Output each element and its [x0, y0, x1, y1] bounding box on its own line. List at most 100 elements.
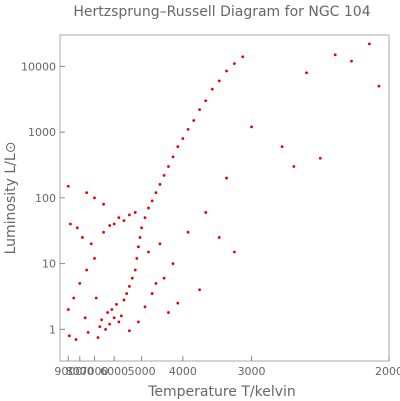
data-point — [232, 250, 236, 254]
x-tick-label: 7000 — [81, 365, 109, 378]
data-point — [143, 305, 147, 309]
y-tick-label: 100 — [35, 192, 56, 205]
data-point — [112, 316, 116, 320]
data-point — [377, 84, 381, 88]
data-point — [108, 224, 112, 227]
data-point — [162, 276, 166, 280]
data-point — [130, 276, 134, 280]
data-point — [93, 256, 96, 260]
data-point — [150, 292, 154, 295]
data-point — [89, 242, 93, 246]
data-point — [171, 262, 175, 266]
x-tick-label: 2000 — [375, 365, 400, 378]
data-point — [158, 183, 162, 186]
data-point — [112, 222, 116, 226]
data-point — [102, 230, 105, 234]
data-point — [78, 281, 82, 285]
data-point — [176, 145, 180, 149]
data-point — [102, 202, 105, 206]
data-point — [125, 292, 129, 295]
data-point — [192, 119, 196, 122]
data-point — [210, 87, 214, 91]
y-tick-label: 1 — [49, 323, 56, 336]
data-point — [122, 219, 126, 223]
data-point — [67, 334, 71, 338]
data-point — [225, 176, 228, 180]
x-tick-label: 9000 — [54, 365, 82, 378]
data-point — [367, 42, 371, 46]
data-point — [128, 329, 131, 333]
data-point — [171, 155, 175, 159]
data-point — [140, 226, 144, 230]
data-point — [117, 216, 121, 220]
data-point — [133, 268, 137, 272]
data-point — [136, 245, 140, 249]
data-point — [85, 191, 89, 195]
data-point — [100, 318, 104, 322]
data-point — [292, 165, 296, 168]
data-point — [186, 127, 190, 131]
data-point — [74, 338, 78, 341]
data-point — [119, 314, 123, 318]
data-point — [333, 53, 337, 57]
x-tick-label: 8000 — [66, 365, 94, 378]
x-tick-label: 5000 — [128, 365, 156, 378]
data-point — [350, 59, 353, 63]
data-point — [104, 327, 107, 331]
data-point — [147, 250, 150, 254]
data-point — [106, 311, 109, 314]
x-tick-label: 6000 — [100, 365, 128, 378]
data-point — [167, 165, 170, 168]
data-point — [128, 213, 131, 217]
data-point — [96, 336, 100, 339]
data-point — [98, 325, 102, 329]
data-point — [241, 55, 245, 59]
data-point — [108, 322, 112, 326]
data-point — [280, 145, 284, 149]
data-point — [75, 226, 79, 230]
y-tick-label: 10000 — [21, 60, 56, 73]
data-point — [147, 206, 150, 210]
y-tick-label: 1000 — [28, 126, 56, 139]
data-point — [154, 281, 158, 285]
data-point — [204, 211, 208, 214]
data-point — [86, 330, 90, 334]
data-point — [143, 216, 147, 220]
data-point — [150, 199, 154, 203]
data-point — [133, 211, 137, 214]
data-point — [217, 79, 221, 83]
data-point — [217, 236, 221, 239]
data-point — [204, 99, 208, 103]
x-tick-label: 3000 — [238, 365, 266, 378]
data-point — [225, 69, 228, 73]
data-point — [115, 302, 118, 306]
data-point — [250, 125, 253, 129]
data-point — [69, 222, 72, 226]
data-point — [176, 301, 180, 305]
data-point — [117, 320, 121, 324]
data-point — [154, 191, 158, 195]
data-point — [198, 108, 201, 111]
data-point — [122, 298, 126, 302]
data-point — [167, 311, 170, 314]
data-point — [186, 230, 190, 234]
data-point — [66, 184, 70, 188]
data-point — [110, 308, 114, 311]
data-point — [305, 71, 308, 75]
data-point — [81, 236, 84, 239]
data-point — [94, 296, 98, 300]
x-tick-label: 4000 — [169, 365, 197, 378]
plot-frame — [59, 34, 390, 362]
data-point — [66, 308, 70, 311]
data-point — [181, 137, 185, 140]
chart-title: Hertzsprung–Russell Diagram for NGC 104 — [73, 4, 370, 20]
data-point — [162, 173, 166, 177]
y-tick-label: 10 — [42, 258, 56, 271]
points-layer — [66, 42, 381, 341]
data-point — [85, 268, 89, 272]
y-axis-label: Luminosity L/L⊙ — [3, 142, 19, 255]
data-point — [128, 285, 131, 288]
data-point — [232, 62, 236, 66]
